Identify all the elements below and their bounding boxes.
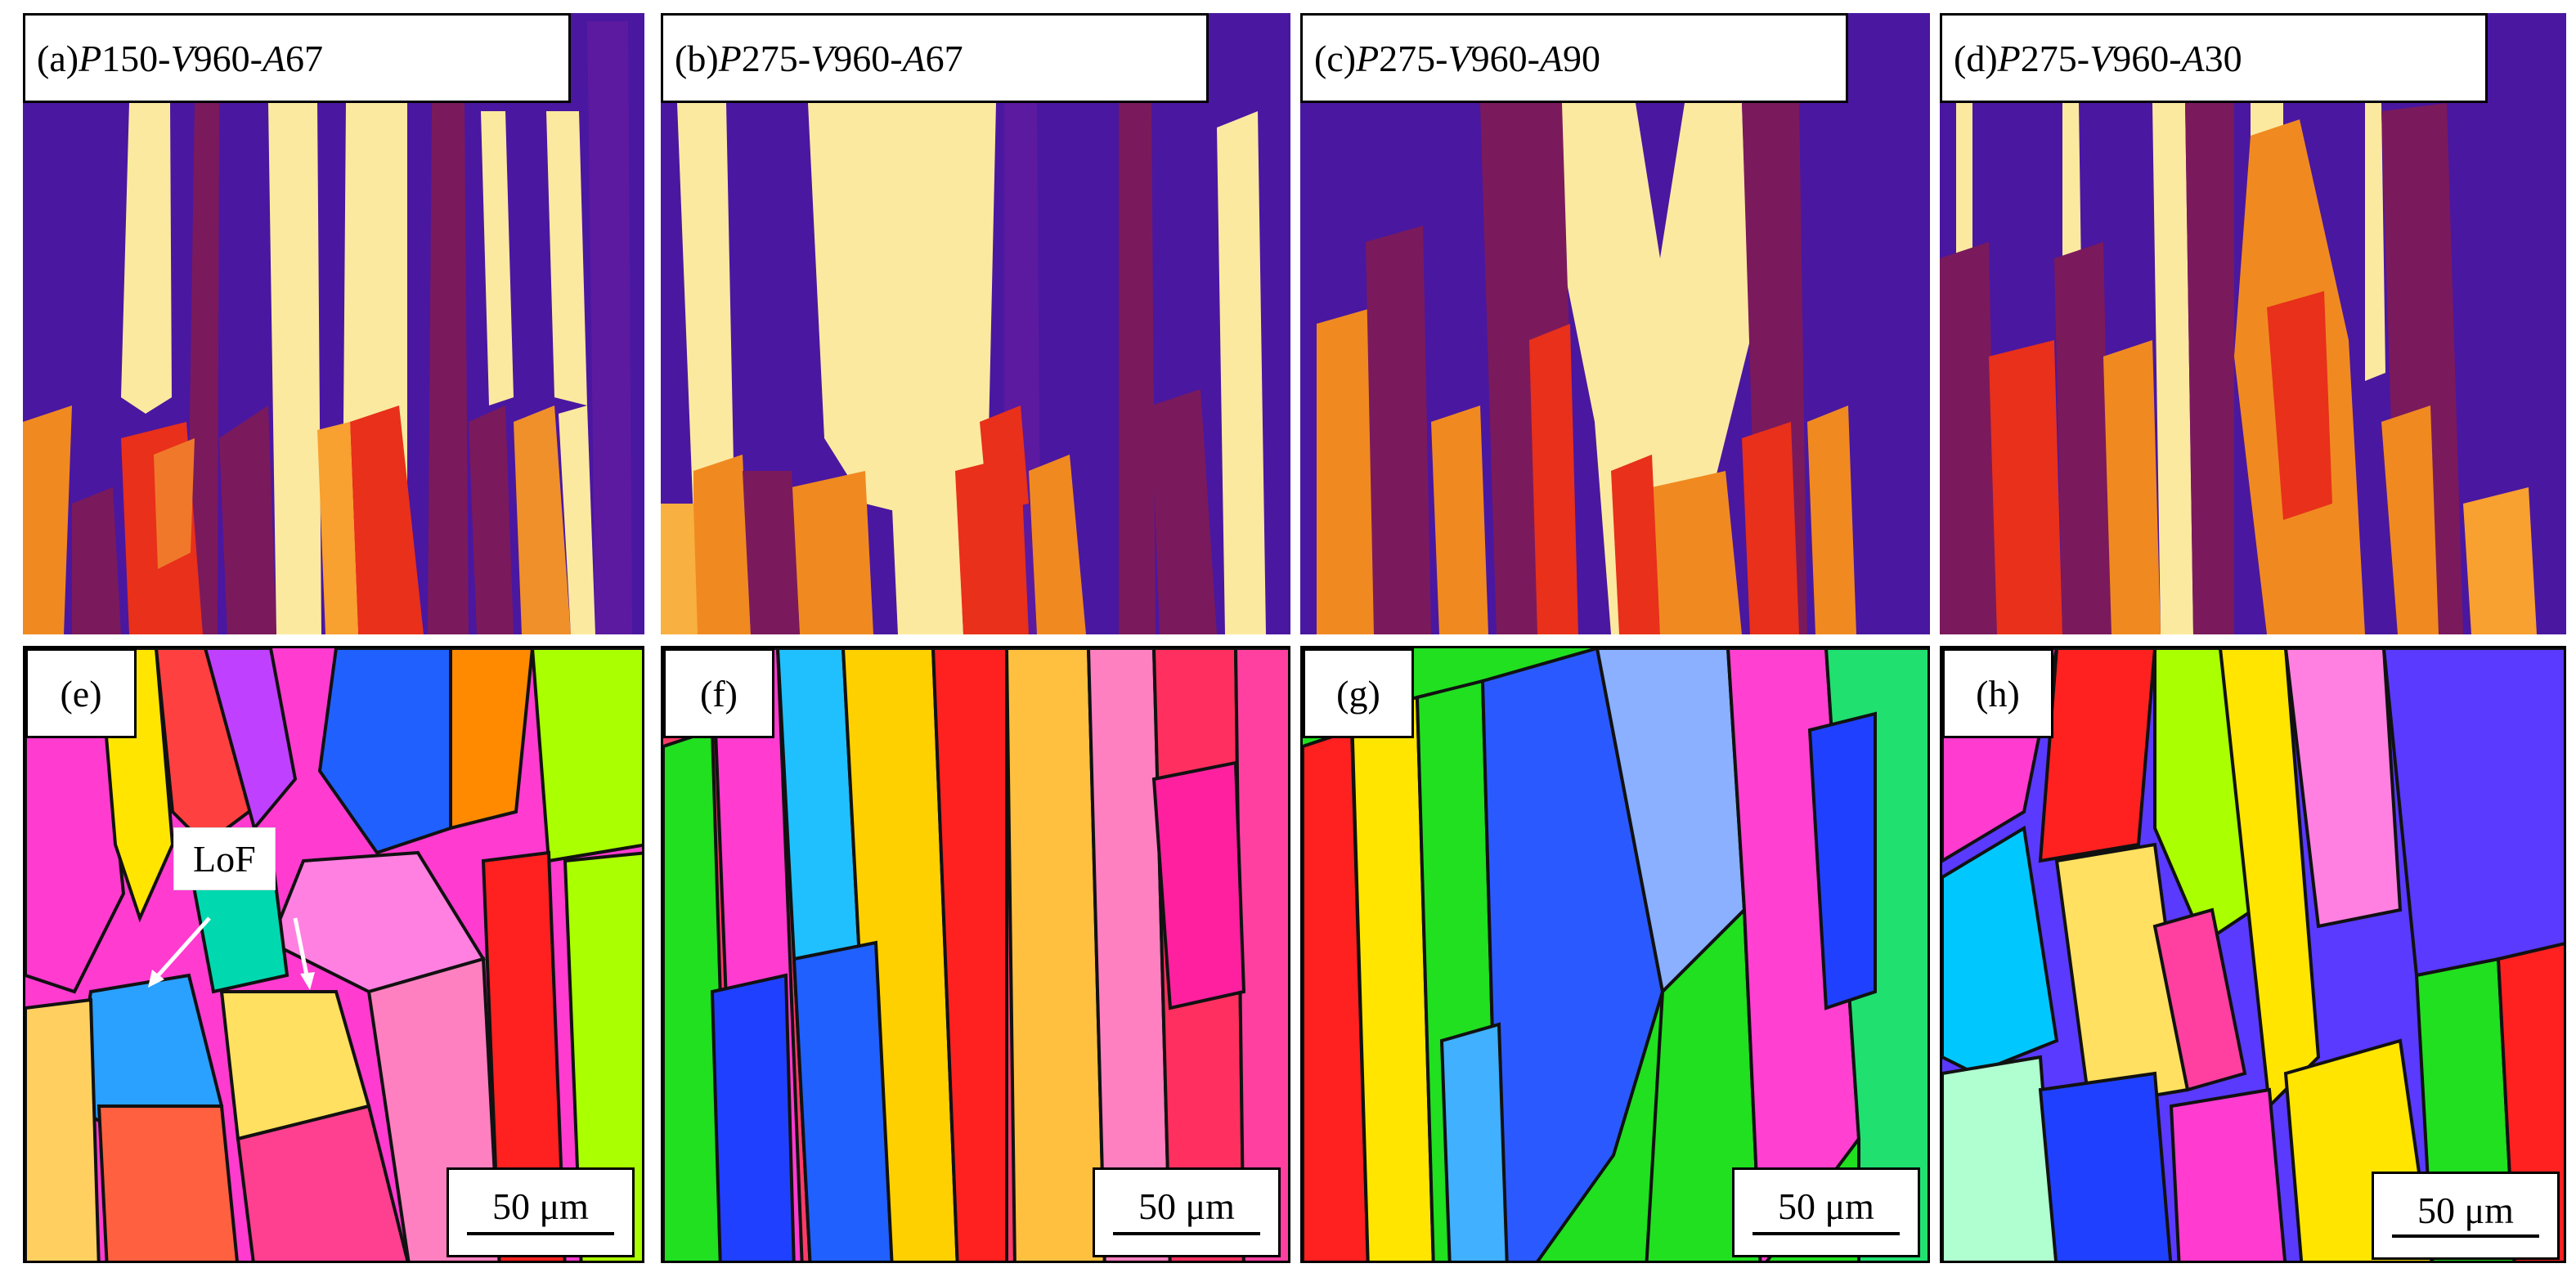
scale-bar-f: 50 μm	[1093, 1167, 1281, 1257]
scale-bar-e-line	[467, 1232, 614, 1235]
scale-bar-h: 50 μm	[2372, 1172, 2560, 1260]
panel-label-a-p: P	[79, 37, 102, 79]
panel-label-g-text: (g)	[1336, 672, 1380, 715]
panel-label-c-vval: 960-	[1470, 37, 1540, 79]
panel-label-e-text: (e)	[60, 672, 102, 715]
lof-label: LoF	[193, 838, 256, 880]
scale-bar-g-line	[1752, 1232, 1900, 1235]
panel-label-h-text: (h)	[1976, 672, 2020, 715]
scale-bar-f-label: 50 μm	[1138, 1185, 1235, 1227]
panel-label-c-v: V	[1447, 37, 1471, 79]
grain-map-a	[23, 13, 644, 634]
panel-label-d-vval: 960-	[2112, 37, 2182, 79]
panel-label-b-vval: 960-	[833, 37, 903, 79]
panel-label-c-pval: 275-	[1379, 37, 1448, 79]
panel-h: (h) 50 μm	[1940, 646, 2566, 1263]
scale-bar-h-label: 50 μm	[2417, 1190, 2514, 1231]
panel-label-d-p: P	[1997, 37, 2021, 79]
panel-label-b-pval: 275-	[741, 37, 811, 79]
scale-bar-e-label: 50 μm	[492, 1185, 589, 1227]
panel-label-e: (e)	[25, 648, 137, 738]
panel-label-b-a: A	[902, 37, 926, 79]
panel-label-b-p: P	[718, 37, 742, 79]
panel-label-h: (h)	[1942, 648, 2053, 738]
panel-label-f: (f)	[663, 648, 774, 738]
grain-map-d	[1940, 13, 2566, 634]
grain-map-c	[1300, 13, 1930, 634]
panel-f: (f) 50 μm	[661, 646, 1290, 1263]
panel-g: (g) 50 μm	[1300, 646, 1930, 1263]
panel-label-b-letter: (b)	[675, 37, 719, 79]
scale-bar-g: 50 μm	[1732, 1167, 1920, 1257]
lof-annotation: LoF	[174, 828, 275, 889]
panel-label-a-pval: 150-	[101, 37, 171, 79]
scale-bar-g-label: 50 μm	[1778, 1185, 1874, 1227]
panel-label-d-pval: 275-	[2020, 37, 2090, 79]
panel-label-c-letter: (c)	[1314, 37, 1357, 79]
panel-label-d-letter: (d)	[1954, 37, 1998, 79]
grain-map-b	[661, 13, 1290, 634]
panel-label-b-aval: 67	[925, 37, 963, 79]
ipf-map-e	[25, 648, 642, 1261]
panel-label-a-aval: 67	[285, 37, 324, 79]
ipf-map-f	[663, 648, 1288, 1261]
scale-bar-e: 50 μm	[447, 1167, 635, 1257]
panel-label-d-v: V	[2089, 37, 2113, 79]
ipf-map-h	[1942, 648, 2564, 1261]
panel-label-c-p: P	[1356, 37, 1380, 79]
panel-label-a-vval: 960-	[193, 37, 263, 79]
ipf-map-g	[1303, 648, 1928, 1261]
panel-label-d-aval: 30	[2204, 37, 2242, 79]
panel-e: (e) LoF 50 μm	[23, 646, 644, 1263]
panel-label-a-v: V	[170, 37, 194, 79]
scale-bar-f-line	[1113, 1232, 1260, 1235]
panel-label-a-a: A	[262, 37, 286, 79]
panel-label-g: (g)	[1303, 648, 1414, 738]
panel-label-b-v: V	[810, 37, 834, 79]
panel-label-c-aval: 90	[1563, 37, 1601, 79]
panel-label-a-letter: (a)	[37, 37, 79, 79]
panel-label-c-a: A	[1539, 37, 1564, 79]
scale-bar-h-line	[2392, 1234, 2539, 1238]
panel-label-d-a: A	[2181, 37, 2205, 79]
panel-label-f-text: (f)	[700, 672, 738, 715]
